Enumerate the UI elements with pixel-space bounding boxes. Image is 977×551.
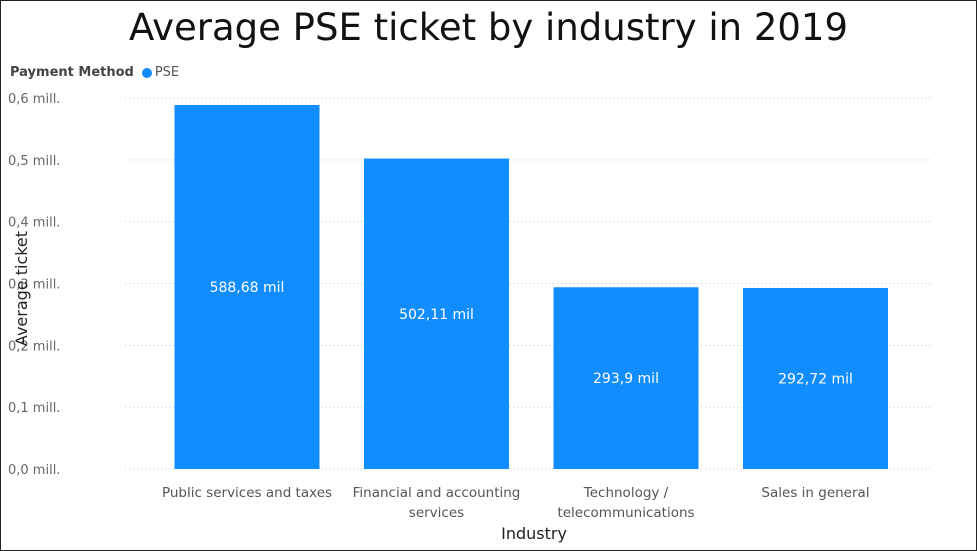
y-tick-label: 0,0 mill. [8, 463, 60, 478]
x-tick-label: services [409, 505, 464, 521]
bars [174, 104, 888, 469]
bar [364, 158, 509, 469]
legend-entry-pse: PSE [154, 65, 180, 80]
y-axis-title: Average ticket [12, 231, 31, 346]
data-label: 293,9 mil [593, 371, 659, 387]
x-axis: Public services and taxes Financial and a… [162, 485, 870, 521]
legend-title: Payment Method [10, 65, 134, 80]
x-tick-label: telecommunications [557, 505, 694, 521]
data-label: 502,11 mil [399, 307, 474, 323]
y-tick-label: 0,1 mill. [8, 401, 60, 416]
y-tick-label: 0,4 mill. [8, 216, 60, 231]
x-axis-title: Industry [501, 524, 567, 543]
x-tick-label: Public services and taxes [162, 485, 332, 501]
y-tick-label: 0,5 mill. [8, 154, 60, 169]
data-labels: 588,68 mil 502,11 mil 293,9 mil 292,72 mil [210, 280, 853, 388]
x-tick-label: Technology / [583, 485, 669, 501]
data-label: 292,72 mil [778, 372, 853, 388]
x-tick-label: Sales in general [761, 485, 869, 501]
legend: Payment Method PSE [10, 65, 179, 80]
y-tick-label: 0,6 mill. [8, 92, 60, 107]
bar [553, 287, 699, 469]
y-tick-label: 0,3 mill. [8, 278, 60, 293]
chart-title: Average PSE ticket by industry in 2019 [128, 6, 849, 49]
bar [743, 288, 888, 469]
data-label: 588,68 mil [210, 280, 285, 296]
y-axis: 0,0 mill. 0,1 mill. 0,2 mill. 0,3 mill. 0,4 … [8, 92, 60, 478]
legend-marker-icon [141, 67, 152, 78]
bar [174, 104, 320, 469]
x-tick-label: Financial and accounting [353, 485, 521, 501]
y-tick-label: 0,2 mill. [8, 339, 60, 354]
